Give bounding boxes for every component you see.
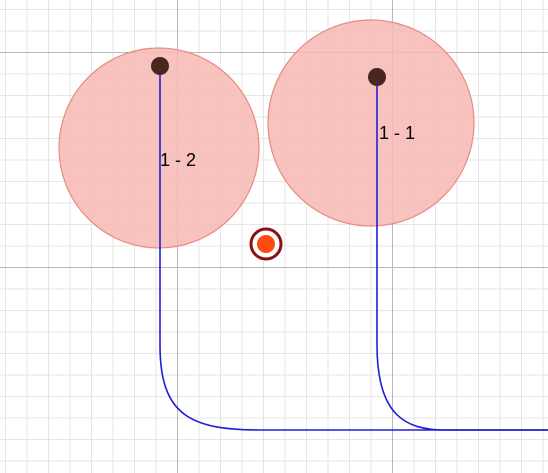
anchor-point-a[interactable] — [151, 57, 169, 75]
circle-b[interactable] — [268, 20, 474, 226]
center-point[interactable] — [257, 235, 275, 253]
anchor-point-b[interactable] — [368, 68, 386, 86]
circle-b-label: 1 - 1 — [379, 123, 415, 143]
circle-a[interactable] — [59, 48, 259, 248]
circle-a-label: 1 - 2 — [160, 150, 196, 170]
